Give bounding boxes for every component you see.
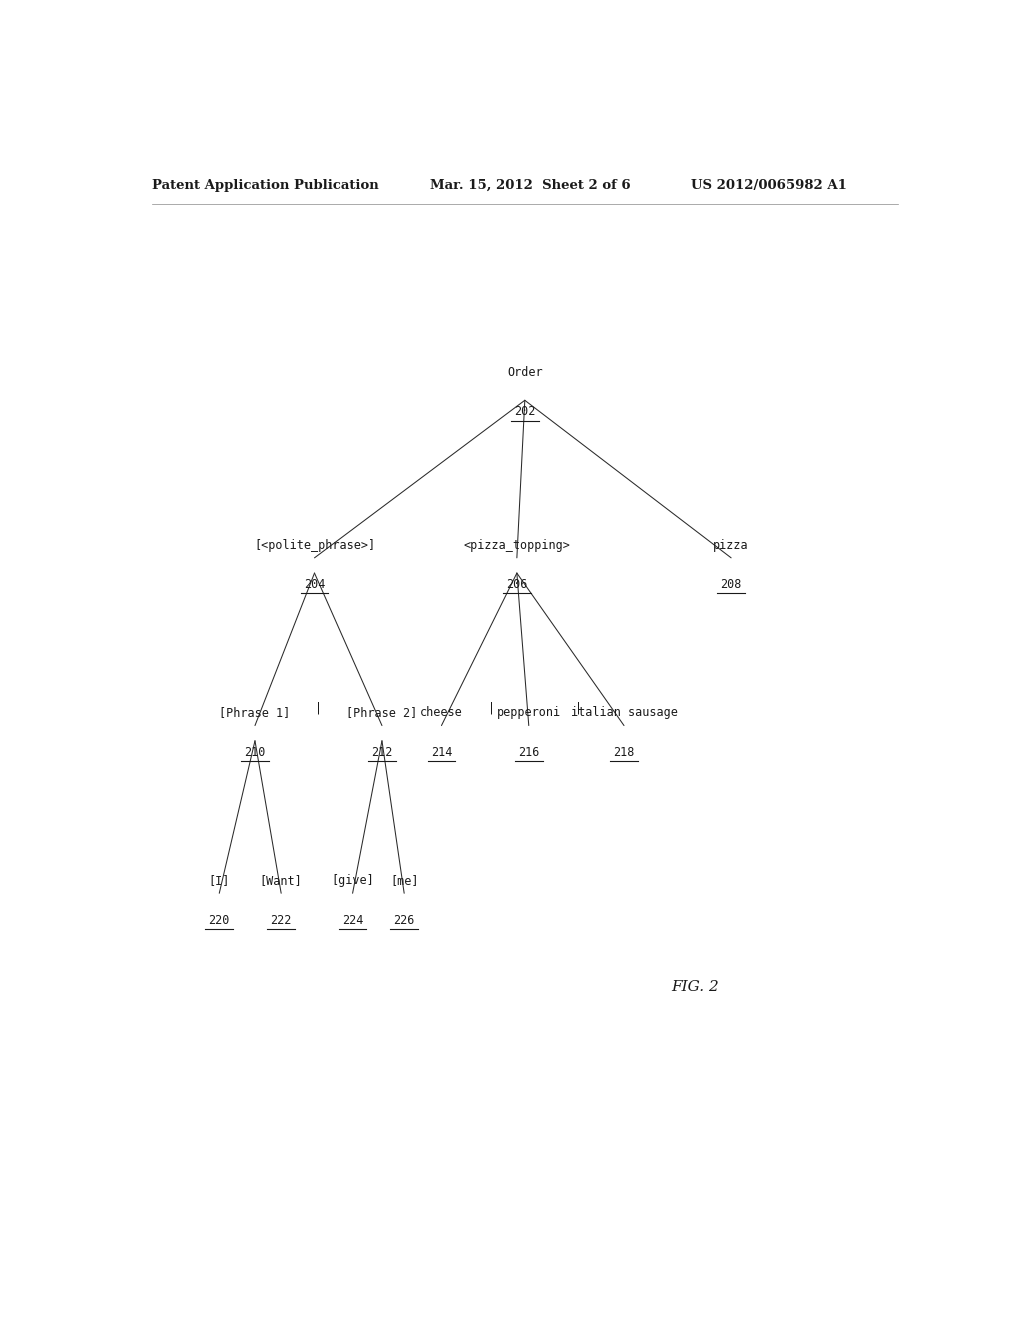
Text: 226: 226 [393,913,415,927]
Text: 224: 224 [342,913,364,927]
Text: Order: Order [507,366,543,379]
Text: italian sausage: italian sausage [570,706,678,719]
Text: 208: 208 [721,578,741,591]
Text: [me]: [me] [390,874,419,887]
Text: [give]: [give] [331,874,374,887]
Text: [Want]: [Want] [260,874,302,887]
Text: |: | [487,701,495,714]
Text: 216: 216 [518,746,540,759]
Text: [I]: [I] [209,874,230,887]
Text: 206: 206 [506,578,527,591]
Text: <pizza_topping>: <pizza_topping> [464,539,570,552]
Text: pepperoni: pepperoni [497,706,561,719]
Text: [<polite_phrase>]: [<polite_phrase>] [254,539,375,552]
Text: cheese: cheese [420,706,463,719]
Text: US 2012/0065982 A1: US 2012/0065982 A1 [691,180,847,191]
Text: [Phrase 1]: [Phrase 1] [219,706,291,719]
Text: 212: 212 [372,746,392,759]
Text: |: | [315,701,322,714]
Text: FIG. 2: FIG. 2 [672,979,720,994]
Text: pizza: pizza [714,539,749,552]
Text: Mar. 15, 2012  Sheet 2 of 6: Mar. 15, 2012 Sheet 2 of 6 [430,180,630,191]
Text: 220: 220 [209,913,230,927]
Text: 204: 204 [304,578,326,591]
Text: Patent Application Publication: Patent Application Publication [152,180,379,191]
Text: 202: 202 [514,405,536,418]
Text: 222: 222 [270,913,292,927]
Text: |: | [575,701,583,714]
Text: 210: 210 [245,746,265,759]
Text: [Phrase 2]: [Phrase 2] [346,706,418,719]
Text: 214: 214 [431,746,453,759]
Text: 218: 218 [613,746,635,759]
